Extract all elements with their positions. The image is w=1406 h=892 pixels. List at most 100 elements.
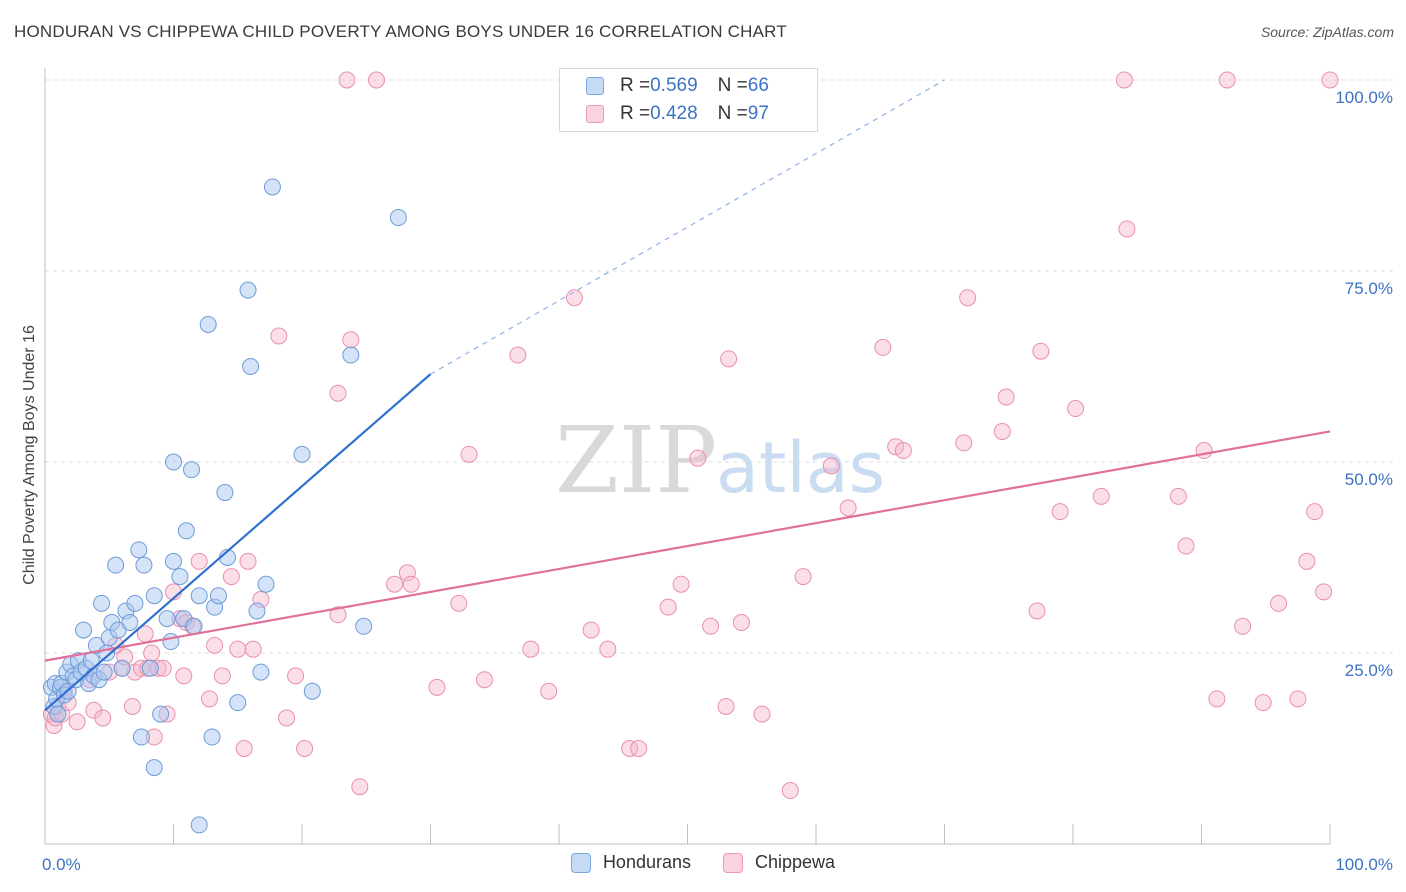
chippewa-point [1028,602,1046,620]
chippewa-point [68,713,86,731]
hondurans-point [165,552,182,570]
chart-title: HONDURAN VS CHIPPEWA CHILD POVERTY AMONG… [14,22,787,41]
legend-row-chippewa: R = 0.428 N = 97 [586,102,769,126]
chippewa-point [702,617,720,635]
legend-n-value-chippewa: 97 [747,103,769,124]
hondurans-point [252,663,270,681]
chippewa-point [1092,487,1110,505]
hondurans-point [75,621,93,639]
hondurans-point [130,541,148,559]
hondurans-point [171,568,189,586]
chippewa-point [1321,71,1339,89]
chippewa-point [1032,342,1050,360]
chippewa-point [229,640,247,658]
chippewa-point [1195,442,1213,460]
chippewa-point [1208,690,1226,708]
chippewa-point [143,644,161,662]
chippewa-point [1298,552,1316,570]
legend-item-chippewa[interactable]: Chippewa [723,852,835,873]
hondurans-point [107,556,125,574]
chippewa-point [239,552,257,570]
chippewa-point [206,636,224,654]
chippewa-point [1177,537,1195,555]
hondurans-point [263,178,281,196]
hondurans-point [190,587,208,605]
hondurans-point [185,617,203,635]
chippewa-point [1067,400,1085,418]
chippewa-point [565,289,583,307]
chippewa-point [894,442,912,460]
chippewa-point [329,606,347,624]
chippewa-point [1234,617,1252,635]
hondurans-point [158,610,176,628]
hondurans-point [355,617,373,635]
trend-line-hondurans [44,373,432,712]
chippewa-point [222,568,240,586]
trend-line-chippewa [44,430,1331,662]
hondurans-point [303,682,321,700]
chippewa-point [1115,71,1133,89]
chippewa-point [874,338,892,356]
legend-item-hondurans[interactable]: Hondurans [570,852,691,873]
legend-r-label: R = [620,75,651,96]
chippewa-point [794,568,812,586]
chippewa-point [94,709,112,727]
hondurans-point [126,594,144,612]
x-tick-label: 0.0% [42,855,81,874]
chippewa-point [1218,71,1236,89]
chippewa-point [190,552,208,570]
chippewa-point [342,331,360,349]
hondurans-point [162,633,180,651]
y-tick-label: 50.0% [1345,470,1393,489]
chippewa-point [351,778,369,796]
chippewa-point [509,346,527,364]
hondurans-point [49,705,67,723]
chippewa-point [386,575,404,593]
chippewa-point [200,690,218,708]
chippewa-point [522,640,540,658]
axes [44,68,1331,845]
chippewa-point [659,598,677,616]
chippewa-point [368,71,386,89]
chippewa-point [997,388,1015,406]
series-chippewa-points [42,71,1339,800]
hondurans-point [209,587,227,605]
chippewa-point [296,740,314,757]
chippewa-point [287,667,305,685]
hondurans-point [121,613,139,631]
chippewa-point [582,621,600,639]
chippewa-point [329,384,347,402]
legend-n-label: N = [717,75,748,96]
chippewa-point [123,697,141,715]
legend-n-value-hondurans: 66 [747,75,769,96]
hondurans-point [145,759,163,777]
chippewa-point [887,438,905,456]
watermark-atlas: atlas [716,427,885,509]
hondurans-point [182,461,200,479]
chippewa-point [959,289,977,307]
chippewa-point [270,327,288,345]
chippewa-point [1315,583,1333,601]
hondurans-point [95,663,113,681]
hondurans-point [342,346,360,364]
legend-r-value-hondurans: 0.569 [650,75,698,96]
chippewa-point [175,667,193,685]
chippewa-point [955,434,973,452]
chippewa-point [621,740,639,757]
y-tick-label: 25.0% [1345,661,1393,680]
legend-swatch-chippewa [586,105,604,123]
hondurans-point [389,209,407,227]
legend-swatch-chippewa [723,852,743,873]
chippewa-point [235,740,253,757]
y-tick-label: 75.0% [1345,279,1393,298]
y-tick-label: 100.0% [1335,88,1393,107]
chippewa-point [781,782,799,800]
chippewa-point [689,449,707,467]
chippewa-point [599,640,617,658]
chippewa-point [540,682,558,700]
chippewa-point [1270,594,1288,612]
hondurans-point [216,484,234,502]
chippewa-point [1254,694,1272,712]
chippewa-point [822,457,840,475]
